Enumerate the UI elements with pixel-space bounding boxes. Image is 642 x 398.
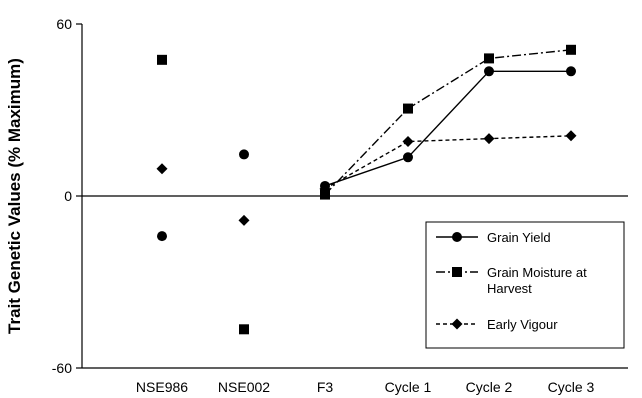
data-point-circle	[157, 231, 167, 242]
legend-marker-circle	[452, 232, 462, 242]
legend-label: Grain Yield	[487, 230, 551, 245]
data-point-circle	[403, 152, 413, 163]
legend-item: Grain Moisture at Harvest	[436, 265, 587, 296]
data-point-square	[484, 53, 494, 64]
data-point-diamond	[483, 133, 495, 145]
y-tick-label: 0	[64, 188, 72, 204]
legend-marker-square	[452, 267, 462, 277]
data-point-circle	[566, 66, 576, 77]
legend: Grain Yield Grain Moisture at Harvest Early…	[425, 221, 625, 349]
x-tick-label: NSE986	[136, 379, 188, 395]
data-point-square	[566, 44, 576, 55]
data-point-circle	[484, 66, 494, 77]
series-diamond	[156, 130, 577, 226]
plot-frame	[76, 23, 628, 369]
legend-item: Early Vigour	[436, 317, 558, 332]
data-point-diamond	[402, 136, 414, 148]
data-point-square	[239, 324, 249, 335]
series-layer	[156, 44, 577, 335]
data-point-diamond	[238, 214, 250, 226]
data-point-diamond	[156, 163, 168, 175]
legend-item: Grain Yield	[436, 230, 551, 245]
y-axis-title: Trait Genetic Values (% Maximum)	[5, 58, 24, 334]
data-point-square	[320, 189, 330, 200]
y-tick-label: -60	[52, 360, 72, 376]
data-point-diamond	[565, 130, 577, 142]
x-tick-label: Cycle 2	[466, 379, 513, 395]
x-tick-label: Cycle 1	[385, 379, 432, 395]
legend-label: Grain Moisture at Harvest	[487, 265, 587, 296]
series-circle	[157, 66, 576, 242]
data-point-circle	[239, 149, 249, 160]
x-tick-label: Cycle 3	[548, 379, 595, 395]
legend-marker-diamond	[451, 318, 463, 330]
y-tick-labels: -60 0 60	[52, 16, 72, 376]
legend-label: Early Vigour	[487, 317, 558, 332]
series-line	[324, 70, 571, 187]
data-point-square	[157, 54, 167, 65]
data-point-diamond	[319, 183, 331, 195]
x-tick-label: NSE002	[218, 379, 270, 395]
data-point-square	[403, 103, 413, 114]
series-line	[324, 49, 572, 196]
legend-items: Grain Yield Grain Moisture at Harvest Early…	[436, 230, 587, 332]
series-line	[324, 135, 572, 190]
y-tick-label: 60	[56, 16, 72, 32]
x-tick-label: F3	[317, 379, 334, 395]
series-square	[157, 44, 576, 335]
x-tick-labels: NSE986 NSE002 F3 Cycle 1 Cycle 2 Cycle 3	[136, 379, 595, 395]
